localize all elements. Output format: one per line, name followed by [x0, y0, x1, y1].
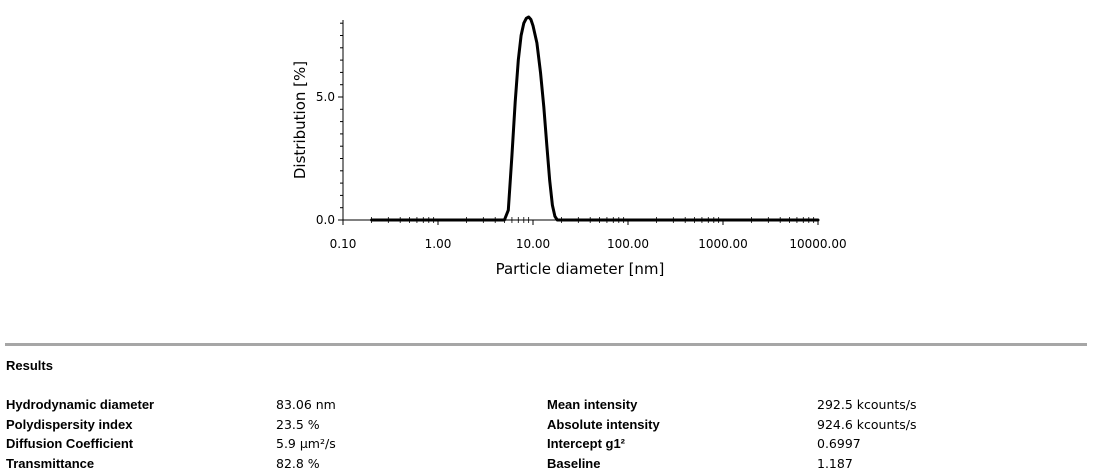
- results-right-labels: Mean intensity Absolute intensity Interc…: [547, 395, 660, 473]
- results-heading: Results: [6, 358, 53, 374]
- result-label: Baseline: [547, 454, 660, 473]
- result-value: 82.8 %: [276, 454, 336, 473]
- result-label: Polydispersity index: [6, 415, 154, 435]
- y-tick-label: 5.0: [316, 90, 335, 104]
- y-axis-label: Distribution [%]: [291, 61, 309, 179]
- y-tick-label: 0.0: [316, 213, 335, 227]
- result-label: Absolute intensity: [547, 415, 660, 435]
- chart-axes: 0.0 5.0 0.10 1.00 10.00 100.00 1000.00 10000.00: [316, 20, 847, 251]
- x-axis-label: Particle diameter [nm]: [496, 260, 665, 278]
- results-left-labels: Hydrodynamic diameter Polydispersity ind…: [6, 395, 154, 473]
- result-label: Diffusion Coefficient: [6, 434, 154, 454]
- distribution-series-line: [372, 17, 818, 220]
- x-tick-label: 1.00: [425, 237, 452, 251]
- result-value: 1.187: [817, 454, 917, 473]
- results-right-values: 292.5 kcounts/s 924.6 kcounts/s 0.6997 1…: [817, 395, 917, 473]
- results-divider: [5, 343, 1087, 346]
- result-label: Transmittance: [6, 454, 154, 473]
- result-value: 83.06 nm: [276, 395, 336, 415]
- result-value: 292.5 kcounts/s: [817, 395, 917, 415]
- result-label: Intercept g1²: [547, 434, 660, 454]
- result-label: Hydrodynamic diameter: [6, 395, 154, 415]
- result-label: Mean intensity: [547, 395, 660, 415]
- distribution-chart: 0.0 5.0 0.10 1.00 10.00 100.00 1000.00 10000.00…: [0, 0, 1096, 290]
- result-value: 23.5 %: [276, 415, 336, 435]
- x-tick-label: 10.00: [516, 237, 550, 251]
- results-left-values: 83.06 nm 23.5 % 5.9 µm²/s 82.8 %: [276, 395, 336, 473]
- result-value: 924.6 kcounts/s: [817, 415, 917, 435]
- x-tick-label: 10000.00: [789, 237, 846, 251]
- x-tick-label: 1000.00: [698, 237, 748, 251]
- x-tick-label: 100.00: [607, 237, 649, 251]
- result-value: 5.9 µm²/s: [276, 434, 336, 454]
- result-value: 0.6997: [817, 434, 917, 454]
- chart-marks: [372, 17, 818, 220]
- x-tick-label: 0.10: [330, 237, 357, 251]
